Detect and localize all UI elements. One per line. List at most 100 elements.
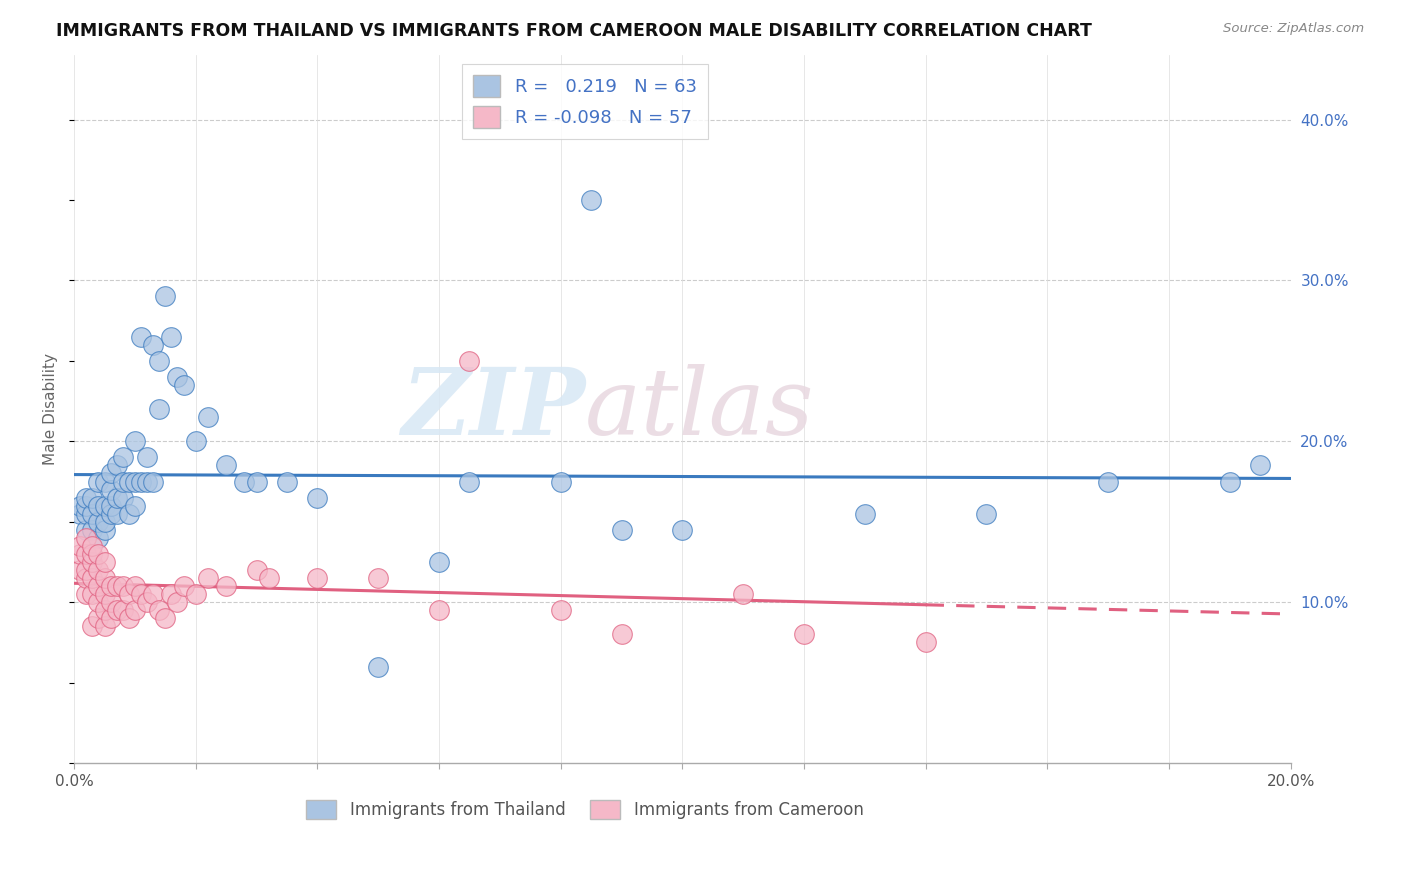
Point xyxy=(245,563,267,577)
Point xyxy=(367,571,389,585)
Point xyxy=(184,434,207,449)
Point xyxy=(75,563,97,577)
Text: Source: ZipAtlas.com: Source: ZipAtlas.com xyxy=(1223,22,1364,36)
Point xyxy=(69,499,91,513)
Point xyxy=(75,499,97,513)
Point xyxy=(82,547,104,561)
Point xyxy=(87,499,110,513)
Point xyxy=(111,491,134,505)
Point xyxy=(82,539,104,553)
Point xyxy=(610,627,633,641)
Point xyxy=(129,329,152,343)
Point xyxy=(100,507,122,521)
Point xyxy=(142,338,165,352)
Point xyxy=(367,659,389,673)
Point xyxy=(853,507,876,521)
Point xyxy=(118,587,141,601)
Point xyxy=(93,499,115,513)
Point xyxy=(87,563,110,577)
Point xyxy=(87,547,110,561)
Point xyxy=(166,595,188,609)
Point xyxy=(100,595,122,609)
Point xyxy=(82,619,104,633)
Point xyxy=(166,370,188,384)
Point xyxy=(245,475,267,489)
Point xyxy=(75,571,97,585)
Point xyxy=(105,491,128,505)
Point xyxy=(111,475,134,489)
Point xyxy=(87,611,110,625)
Point xyxy=(610,523,633,537)
Point xyxy=(118,507,141,521)
Point xyxy=(87,515,110,529)
Point xyxy=(1219,475,1241,489)
Point xyxy=(148,603,170,617)
Point xyxy=(93,475,115,489)
Legend: Immigrants from Thailand, Immigrants from Cameroon: Immigrants from Thailand, Immigrants fro… xyxy=(299,793,870,826)
Point xyxy=(914,635,936,649)
Point xyxy=(105,507,128,521)
Point xyxy=(458,475,481,489)
Point xyxy=(100,499,122,513)
Text: ZIP: ZIP xyxy=(401,364,585,454)
Point xyxy=(93,523,115,537)
Point xyxy=(93,603,115,617)
Y-axis label: Male Disability: Male Disability xyxy=(44,353,58,465)
Point xyxy=(173,579,195,593)
Point xyxy=(136,595,159,609)
Point xyxy=(118,475,141,489)
Point xyxy=(1249,458,1271,473)
Point xyxy=(93,515,115,529)
Text: atlas: atlas xyxy=(585,364,814,454)
Point xyxy=(100,579,122,593)
Point xyxy=(82,587,104,601)
Point xyxy=(148,354,170,368)
Point xyxy=(550,603,572,617)
Point xyxy=(82,571,104,585)
Point xyxy=(75,531,97,545)
Point xyxy=(550,475,572,489)
Point xyxy=(75,587,97,601)
Point xyxy=(671,523,693,537)
Point xyxy=(69,563,91,577)
Point xyxy=(82,491,104,505)
Point xyxy=(87,531,110,545)
Point xyxy=(276,475,298,489)
Point xyxy=(87,579,110,593)
Point xyxy=(427,555,450,569)
Point xyxy=(215,579,238,593)
Text: IMMIGRANTS FROM THAILAND VS IMMIGRANTS FROM CAMEROON MALE DISABILITY CORRELATION: IMMIGRANTS FROM THAILAND VS IMMIGRANTS F… xyxy=(56,22,1092,40)
Point xyxy=(118,611,141,625)
Point xyxy=(75,547,97,561)
Point xyxy=(793,627,815,641)
Point xyxy=(105,458,128,473)
Point xyxy=(82,523,104,537)
Point xyxy=(105,603,128,617)
Point xyxy=(976,507,998,521)
Point xyxy=(215,458,238,473)
Point xyxy=(136,450,159,465)
Point xyxy=(69,507,91,521)
Point xyxy=(111,603,134,617)
Point xyxy=(93,555,115,569)
Point xyxy=(124,434,146,449)
Point xyxy=(307,491,329,505)
Point xyxy=(124,475,146,489)
Point xyxy=(124,579,146,593)
Point xyxy=(160,329,183,343)
Point xyxy=(129,587,152,601)
Point xyxy=(75,523,97,537)
Point xyxy=(129,475,152,489)
Point xyxy=(257,571,280,585)
Point xyxy=(93,571,115,585)
Point xyxy=(458,354,481,368)
Point xyxy=(427,603,450,617)
Point xyxy=(142,475,165,489)
Point xyxy=(111,450,134,465)
Point xyxy=(233,475,256,489)
Point xyxy=(184,587,207,601)
Point xyxy=(69,539,91,553)
Point xyxy=(307,571,329,585)
Point xyxy=(579,193,602,207)
Point xyxy=(124,499,146,513)
